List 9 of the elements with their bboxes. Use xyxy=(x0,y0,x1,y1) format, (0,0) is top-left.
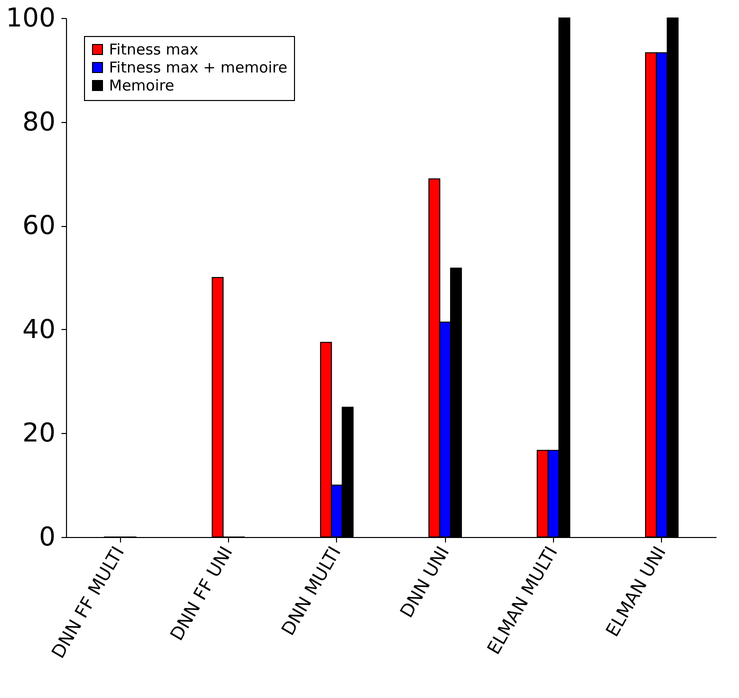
legend-label: Fitness max + memoire xyxy=(109,58,288,76)
y-tick-label: 60 xyxy=(22,211,56,242)
y-tick-label: 100 xyxy=(6,4,56,34)
legend-label: Fitness max xyxy=(109,40,199,58)
y-tick-label: 40 xyxy=(22,314,56,345)
y-tick-label: 80 xyxy=(22,107,56,138)
y-tick-label: 20 xyxy=(22,418,56,449)
y-tick-label: 0 xyxy=(38,522,56,552)
legend-label: Memoire xyxy=(109,76,174,94)
